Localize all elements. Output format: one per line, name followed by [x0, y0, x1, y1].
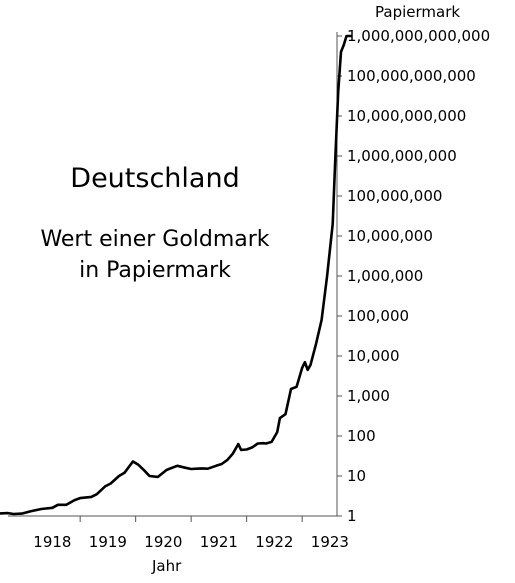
y-tick-label: 1,000,000,000	[347, 147, 457, 165]
y-axis-ticks: 1 10 100 1,000 10,000 100,000 1,000,000 10,000,…	[337, 27, 490, 525]
y-tick-label: 10,000	[347, 347, 400, 365]
y-tick-label: 100	[347, 427, 376, 445]
subtitle-line-2: in Papiermark	[79, 258, 231, 283]
y-tick-label: 1,000	[347, 387, 390, 405]
y-tick-label: 1,000,000,000,000	[347, 27, 490, 45]
chart-subtitle: Wert einer Goldmark in Papiermark	[0, 224, 310, 286]
x-tick-label: 1918	[33, 533, 71, 551]
chart-title: Deutschland	[70, 163, 240, 194]
x-tick-label: 1921	[200, 533, 238, 551]
subtitle-line-1: Wert einer Goldmark	[40, 227, 270, 252]
x-tick-label: 1922	[255, 533, 293, 551]
y-tick-label: 10,000,000	[347, 227, 433, 245]
x-tick-label: 1919	[89, 533, 127, 551]
y-tick-label: 1,000,000	[347, 267, 423, 285]
y-tick-label: 100,000,000,000	[347, 67, 476, 85]
x-axis-ticks: 1918 1919 1920 1921 1922 1923	[33, 516, 349, 551]
y-tick-label: 1	[347, 507, 357, 525]
x-tick-label: 1923	[311, 533, 349, 551]
y-axis-label: Papiermark	[375, 3, 461, 21]
y-tick-label: 100,000,000	[347, 187, 442, 205]
series-line	[0, 34, 353, 516]
x-tick-label: 1920	[144, 533, 182, 551]
y-tick-label: 10	[347, 467, 366, 485]
y-tick-label: 100,000	[347, 307, 409, 325]
x-axis-title: Jahr	[152, 557, 182, 575]
y-tick-label: 10,000,000,000	[347, 107, 466, 125]
